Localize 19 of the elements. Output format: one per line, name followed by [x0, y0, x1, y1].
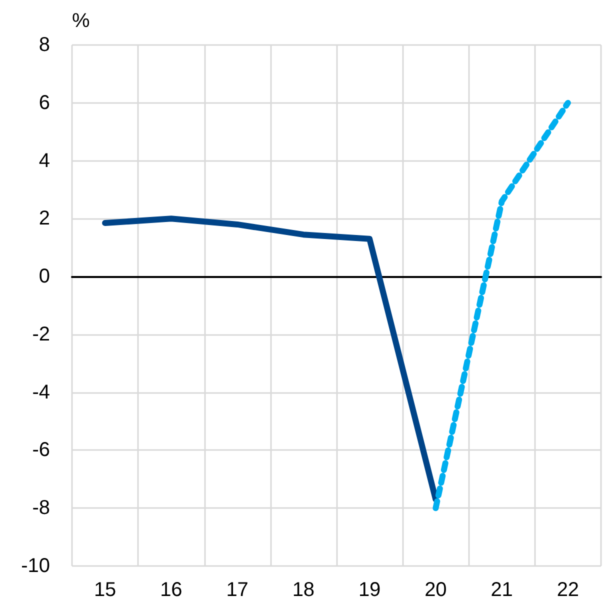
- y-tick-label: 2: [38, 208, 50, 230]
- y-tick-label: 4: [38, 150, 50, 172]
- x-tick-label: 19: [358, 579, 381, 601]
- x-tick-label: 15: [94, 579, 116, 601]
- y-tick-label: 6: [38, 92, 50, 114]
- y-tick-label: 0: [38, 266, 50, 288]
- x-tick-label: 20: [424, 579, 447, 601]
- x-tick-label: 21: [490, 579, 513, 601]
- y-axis-title: %: [72, 10, 90, 32]
- y-tick-label: -4: [32, 381, 50, 404]
- y-tick-label: -10: [21, 555, 50, 577]
- x-tick-label: 22: [556, 579, 580, 601]
- y-tick-label: -2: [32, 323, 50, 346]
- y-tick-label: -8: [32, 497, 50, 520]
- x-tick-label: 16: [160, 579, 182, 601]
- x-tick-label: 18: [292, 579, 315, 601]
- y-tick-label: -6: [32, 439, 50, 462]
- x-tick-label: 17: [226, 579, 248, 601]
- y-tick-label: 8: [38, 34, 50, 56]
